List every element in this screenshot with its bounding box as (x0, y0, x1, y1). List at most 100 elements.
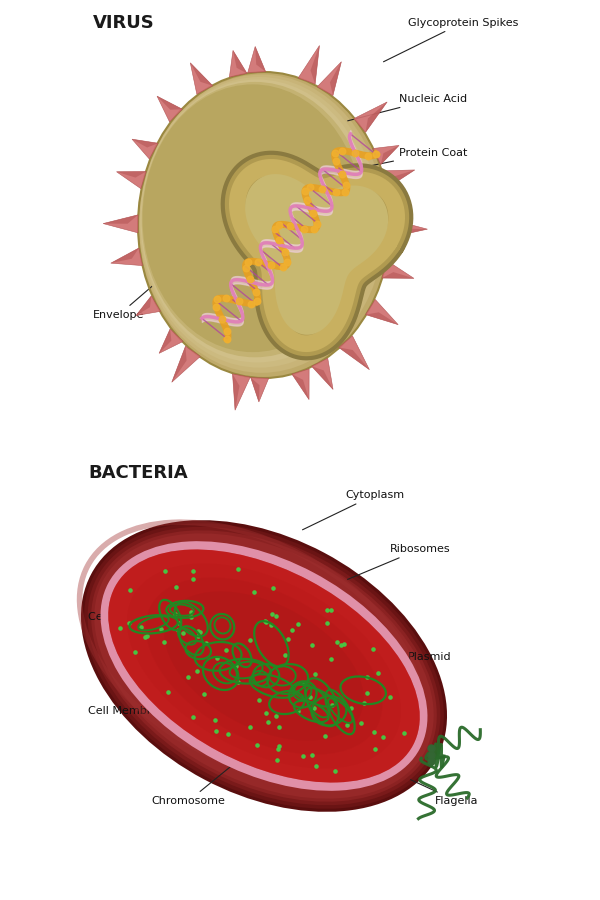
Text: Plasmid: Plasmid (370, 652, 452, 662)
Polygon shape (190, 63, 213, 94)
Text: Cytoplasm: Cytoplasm (302, 490, 404, 530)
Polygon shape (229, 50, 247, 77)
Polygon shape (132, 140, 158, 159)
Point (280, 245, 289, 259)
Polygon shape (365, 300, 398, 325)
Point (285, 219, 295, 233)
Polygon shape (330, 62, 341, 95)
Text: Ribosomes: Ribosomes (347, 544, 451, 580)
Point (305, 180, 315, 194)
Point (271, 222, 280, 237)
Ellipse shape (164, 591, 364, 741)
Point (251, 284, 261, 299)
Text: Cell Membrane: Cell Membrane (89, 689, 173, 716)
Ellipse shape (140, 76, 379, 367)
Polygon shape (111, 248, 143, 266)
Ellipse shape (84, 523, 444, 809)
Point (337, 166, 346, 181)
Ellipse shape (146, 578, 382, 754)
Point (245, 272, 255, 286)
Polygon shape (292, 374, 309, 400)
Point (300, 184, 310, 198)
Polygon shape (298, 46, 319, 84)
Ellipse shape (139, 75, 385, 373)
Polygon shape (387, 170, 415, 188)
Text: Protein Coat: Protein Coat (348, 148, 467, 170)
Point (331, 185, 341, 200)
Ellipse shape (91, 530, 437, 802)
Polygon shape (382, 272, 414, 278)
Polygon shape (311, 358, 333, 390)
Polygon shape (292, 369, 309, 400)
Point (243, 255, 253, 269)
Polygon shape (172, 346, 200, 382)
Polygon shape (382, 170, 415, 188)
Text: Glycoprotein Spikes: Glycoprotein Spikes (383, 17, 518, 62)
Point (340, 184, 350, 199)
Polygon shape (251, 378, 259, 402)
Point (312, 217, 322, 231)
Polygon shape (248, 47, 266, 73)
Polygon shape (116, 172, 146, 177)
Ellipse shape (94, 534, 434, 798)
Polygon shape (373, 146, 399, 165)
Point (217, 311, 226, 326)
Ellipse shape (142, 82, 368, 357)
Ellipse shape (138, 72, 390, 378)
Point (212, 292, 222, 307)
Polygon shape (390, 229, 427, 238)
Text: Chromosome: Chromosome (151, 767, 230, 806)
Polygon shape (365, 102, 387, 132)
Polygon shape (132, 140, 158, 148)
Point (241, 261, 251, 275)
Polygon shape (251, 378, 269, 402)
Ellipse shape (140, 79, 374, 363)
Point (274, 232, 283, 247)
Point (234, 294, 244, 309)
Ellipse shape (108, 550, 420, 782)
Polygon shape (390, 220, 427, 238)
Polygon shape (103, 215, 138, 233)
Polygon shape (190, 63, 213, 86)
Polygon shape (136, 296, 151, 316)
Point (274, 217, 284, 231)
Point (278, 259, 287, 274)
Polygon shape (339, 347, 370, 370)
Text: Nucleic Acid: Nucleic Acid (347, 94, 467, 121)
Text: Cell Wall: Cell Wall (89, 611, 154, 629)
Polygon shape (233, 50, 247, 74)
Polygon shape (159, 329, 172, 354)
Polygon shape (311, 46, 319, 84)
Point (212, 300, 221, 314)
Point (317, 182, 327, 196)
Polygon shape (136, 296, 161, 316)
Point (253, 293, 262, 308)
Polygon shape (382, 261, 414, 278)
Polygon shape (111, 248, 139, 263)
Polygon shape (311, 366, 333, 390)
Polygon shape (233, 374, 239, 410)
Polygon shape (365, 312, 398, 325)
Text: Envelope: Envelope (93, 281, 158, 320)
Point (371, 147, 380, 161)
Polygon shape (381, 146, 399, 165)
Point (363, 148, 373, 163)
Point (299, 221, 308, 236)
Polygon shape (159, 329, 183, 354)
Polygon shape (255, 47, 266, 72)
Ellipse shape (101, 541, 427, 791)
Point (266, 258, 276, 273)
Polygon shape (339, 336, 370, 370)
Point (350, 146, 359, 160)
Point (331, 146, 340, 160)
Point (253, 255, 262, 269)
Point (283, 256, 292, 270)
Text: Flagella: Flagella (410, 779, 479, 806)
Polygon shape (172, 346, 187, 382)
Text: BACTERIA: BACTERIA (89, 464, 188, 482)
Polygon shape (233, 374, 250, 410)
Ellipse shape (88, 526, 440, 806)
Point (331, 154, 341, 168)
Point (309, 222, 319, 237)
Point (302, 194, 312, 208)
